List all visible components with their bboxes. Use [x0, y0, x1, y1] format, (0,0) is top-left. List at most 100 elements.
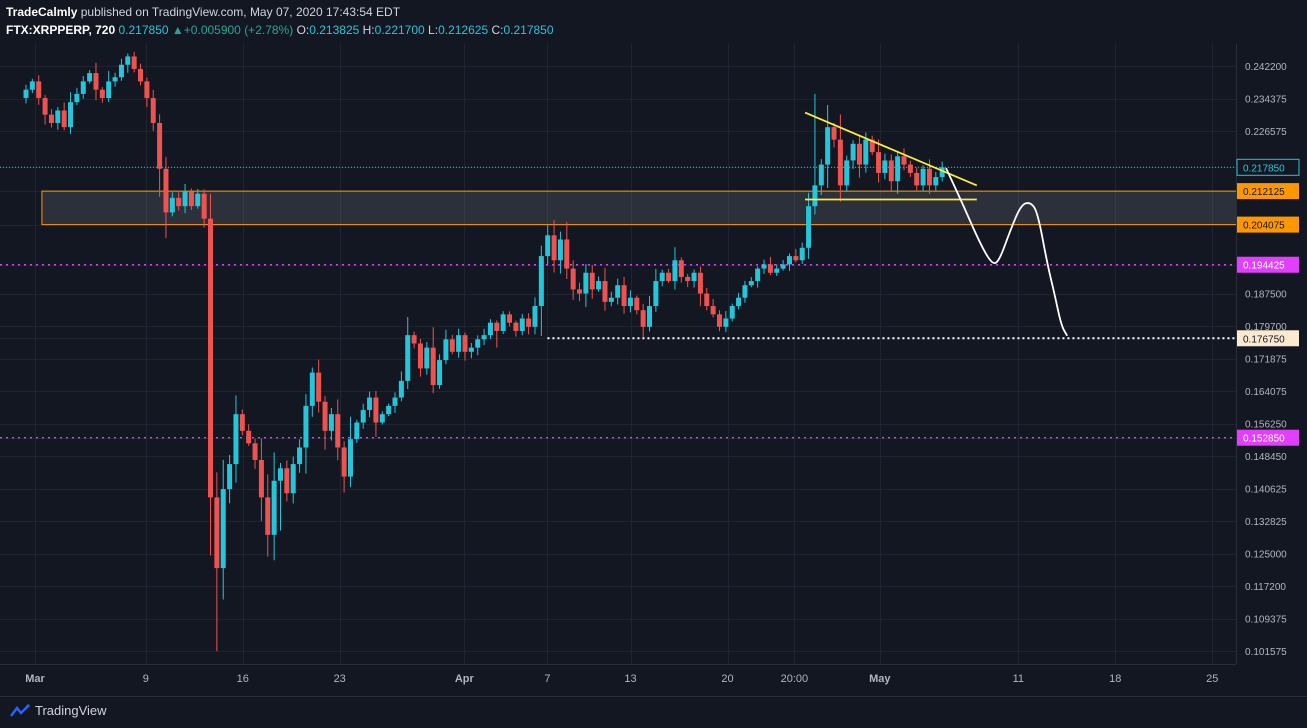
change-value: +0.005900 (+2.78%) [183, 23, 294, 37]
candle-up [379, 414, 385, 423]
candle-up [755, 268, 761, 282]
candle-up [774, 268, 780, 273]
candle-down [131, 56, 137, 69]
candle-down [265, 497, 271, 535]
candle-down [704, 293, 710, 307]
candle-up [23, 89, 29, 99]
candle-up [825, 127, 831, 165]
candle-up [125, 56, 131, 65]
candle-up [500, 314, 506, 331]
candle-up [29, 81, 35, 90]
price-label: 0.217850 [1243, 163, 1285, 174]
candle-down [526, 318, 532, 327]
candle-up [653, 281, 659, 307]
time-tick-label: 23 [334, 673, 346, 685]
footer: TradingView [0, 697, 1307, 728]
candle-up [354, 422, 360, 440]
time-axis[interactable]: Mar 9 16 23 Apr 7 13 20 20:00 May 11 18 25 [0, 664, 1307, 697]
candle-down [335, 414, 341, 448]
candle-up [481, 335, 487, 340]
candle-down [144, 81, 150, 99]
ohlc-line: FTX:XRPPERP, 720 0.217850 ▲+0.005900 (+2… [6, 23, 554, 37]
author-name[interactable]: TradeCalmly [6, 5, 78, 19]
candle-down [449, 339, 455, 352]
candle-up [443, 339, 449, 361]
candle-up [583, 272, 589, 294]
candle-up [545, 235, 551, 257]
candle-up [106, 81, 112, 99]
price-tick-label: 0.179700 [1245, 322, 1287, 333]
candle-down [411, 335, 417, 344]
candle-down [341, 447, 347, 477]
candle-up [297, 447, 303, 465]
candle-up [933, 177, 939, 186]
high-value: 0.221700 [374, 23, 425, 37]
candle-up [748, 281, 754, 286]
candle-down [716, 314, 722, 327]
candle-up [799, 247, 805, 261]
price-tick-label: 0.171875 [1245, 355, 1287, 366]
candle-down [767, 264, 773, 273]
candle-up [844, 160, 850, 186]
candle-up [405, 335, 411, 381]
time-tick-label: 25 [1206, 673, 1218, 685]
candle-down [634, 297, 640, 311]
candle-up [456, 335, 462, 352]
candle-down [621, 285, 627, 307]
candle-down [570, 268, 576, 290]
time-tick-label: 20:00 [781, 673, 809, 685]
time-tick-label: 20 [721, 673, 733, 685]
close-label: C: [491, 23, 504, 37]
candle-up [786, 256, 792, 265]
candle-up [812, 185, 818, 207]
candle-up [55, 110, 61, 123]
candle-down [176, 197, 182, 207]
last-price: 0.217850 [118, 23, 169, 37]
time-tick-label: Mar [25, 673, 45, 685]
candle-up [761, 264, 767, 269]
symbol-label[interactable]: FTX:XRPPERP, 720 [6, 23, 116, 37]
candle-down [316, 372, 322, 402]
tradingview-logo[interactable]: TradingView [10, 703, 107, 718]
price-tick-label: 0.148450 [1245, 452, 1287, 463]
time-tick-label: 13 [624, 673, 636, 685]
candle-down [901, 156, 907, 165]
candle-down [36, 81, 42, 99]
time-tick-label: 11 [1013, 673, 1024, 685]
candle-down [564, 239, 570, 269]
candle-down [99, 89, 105, 99]
price-tick-label: 0.125000 [1245, 550, 1287, 561]
candle-down [876, 152, 882, 173]
price-tick-label: 0.187500 [1245, 290, 1287, 301]
candle-up [487, 322, 493, 336]
candle-up [271, 480, 277, 535]
candle-down [42, 98, 48, 115]
price-axis[interactable]: 0.242200 0.234375 0.226575 0.187500 0.179700… [1236, 44, 1307, 664]
candle-up [182, 191, 188, 207]
plot-area [0, 44, 1236, 664]
candle-down [61, 110, 67, 128]
candle-down [494, 322, 500, 331]
candle-down [551, 235, 557, 261]
candle-down [284, 468, 290, 494]
horizontal-levels [0, 166, 1254, 439]
price-tick-label: 0.132825 [1245, 517, 1287, 528]
candle-down [914, 172, 920, 186]
candle-up [806, 206, 812, 248]
grid [0, 44, 1236, 664]
price-label-box [1237, 330, 1299, 347]
price-tick-label: 0.226575 [1245, 127, 1287, 138]
candle-up [328, 414, 334, 431]
candle-up [742, 285, 748, 298]
price-tick-label: 0.156250 [1245, 420, 1287, 431]
candle-down [239, 414, 245, 431]
price-label: 0.152850 [1243, 434, 1285, 445]
candle-up [519, 318, 525, 331]
price-tick-label: 0.234375 [1245, 95, 1287, 106]
candle-up [895, 156, 901, 182]
candle-down [188, 191, 194, 207]
price-label: 0.194425 [1243, 261, 1285, 272]
time-tick-label: 7 [544, 673, 550, 685]
candle-down [252, 443, 258, 460]
